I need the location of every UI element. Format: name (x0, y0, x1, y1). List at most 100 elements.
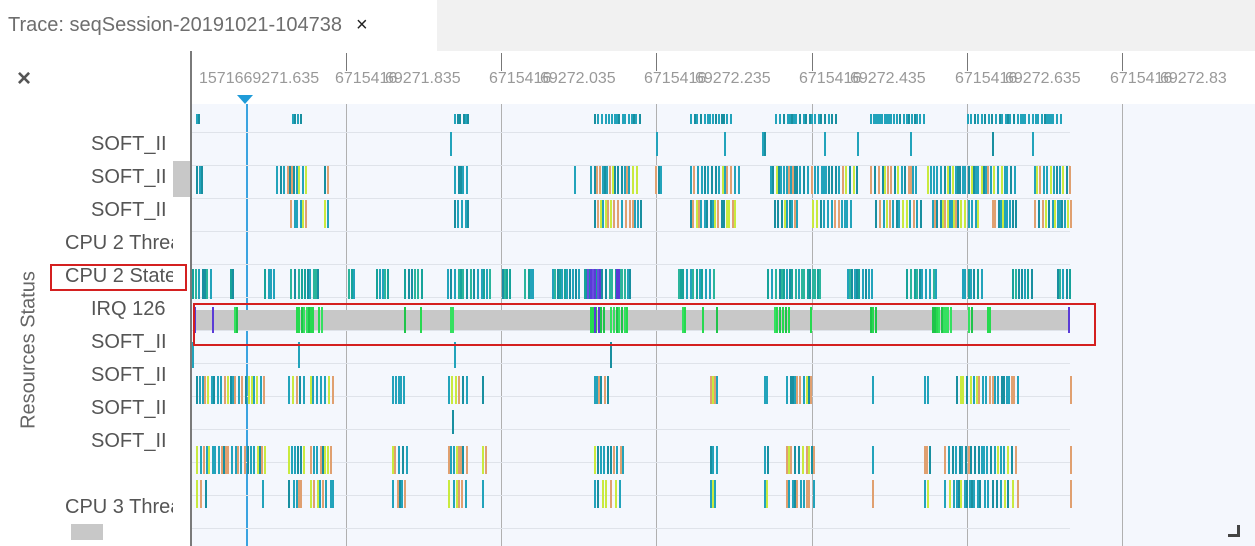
state-event[interactable] (968, 166, 970, 194)
state-event[interactable] (320, 376, 322, 404)
state-event[interactable] (791, 114, 793, 124)
state-event[interactable] (1057, 200, 1059, 228)
state-event[interactable] (221, 446, 223, 474)
state-event[interactable] (621, 166, 623, 194)
state-event[interactable] (975, 166, 977, 194)
state-event[interactable] (1070, 200, 1072, 228)
state-event[interactable] (882, 166, 884, 194)
state-event[interactable] (298, 307, 300, 333)
state-event[interactable] (781, 269, 783, 299)
state-event[interactable] (956, 376, 958, 404)
state-event[interactable] (632, 166, 634, 194)
state-event[interactable] (247, 446, 249, 474)
state-event[interactable] (196, 114, 198, 124)
state-event[interactable] (206, 446, 208, 474)
state-event[interactable] (872, 446, 874, 474)
state-event[interactable] (1012, 480, 1014, 508)
state-event[interactable] (712, 114, 714, 124)
state-event[interactable] (814, 269, 816, 299)
state-event[interactable] (1050, 114, 1052, 124)
state-event[interactable] (710, 376, 712, 404)
state-event[interactable] (916, 114, 918, 124)
state-event[interactable] (232, 269, 234, 299)
state-event[interactable] (879, 114, 881, 124)
state-event[interactable] (318, 307, 320, 333)
state-event[interactable] (901, 166, 903, 194)
row-label[interactable]: SOFT_II (91, 133, 167, 155)
state-event[interactable] (196, 376, 198, 404)
state-event[interactable] (925, 269, 927, 299)
state-event[interactable] (467, 200, 469, 228)
state-event[interactable] (622, 114, 624, 124)
state-event[interactable] (208, 446, 210, 474)
state-event[interactable] (1015, 200, 1017, 228)
state-event[interactable] (710, 446, 712, 474)
state-event[interactable] (973, 166, 975, 194)
state-event[interactable] (709, 269, 711, 299)
state-event[interactable] (322, 446, 324, 474)
state-event[interactable] (456, 480, 458, 508)
state-event[interactable] (454, 114, 456, 124)
state-event[interactable] (1031, 269, 1033, 299)
state-event[interactable] (392, 480, 394, 508)
state-event[interactable] (776, 166, 778, 194)
state-event[interactable] (1028, 114, 1030, 124)
state-event[interactable] (989, 307, 991, 333)
state-event[interactable] (971, 480, 973, 508)
state-event[interactable] (506, 269, 508, 299)
state-event[interactable] (287, 166, 289, 194)
state-event[interactable] (823, 166, 825, 194)
state-event[interactable] (983, 166, 985, 194)
state-event[interactable] (1070, 480, 1072, 508)
state-event[interactable] (615, 480, 617, 508)
state-event[interactable] (794, 480, 796, 508)
state-event[interactable] (692, 200, 694, 228)
state-event[interactable] (612, 166, 614, 194)
state-event[interactable] (213, 376, 215, 404)
state-event[interactable] (382, 269, 384, 299)
state-event[interactable] (572, 269, 574, 299)
state-event[interactable] (392, 446, 394, 474)
state-event[interactable] (600, 307, 602, 333)
state-event[interactable] (454, 269, 456, 299)
state-event[interactable] (261, 446, 263, 474)
state-event[interactable] (1037, 114, 1039, 124)
state-event[interactable] (248, 376, 250, 404)
state-event[interactable] (384, 269, 386, 299)
state-event[interactable] (348, 269, 350, 299)
state-event[interactable] (799, 376, 801, 404)
state-event[interactable] (234, 376, 236, 404)
state-event[interactable] (974, 446, 976, 474)
state-event[interactable] (294, 114, 296, 124)
state-event[interactable] (851, 269, 853, 299)
state-event[interactable] (789, 200, 791, 228)
state-event[interactable] (224, 376, 226, 404)
state-event[interactable] (1056, 114, 1058, 124)
state-event[interactable] (808, 480, 810, 508)
state-event[interactable] (766, 480, 768, 508)
state-event[interactable] (313, 480, 315, 508)
state-event[interactable] (210, 269, 212, 299)
state-event[interactable] (290, 200, 292, 228)
state-event[interactable] (990, 446, 992, 474)
state-event[interactable] (632, 200, 634, 228)
state-event[interactable] (297, 446, 299, 474)
state-event[interactable] (195, 269, 197, 299)
state-event[interactable] (924, 480, 926, 508)
state-event[interactable] (808, 446, 810, 474)
state-event[interactable] (812, 200, 814, 228)
state-event[interactable] (799, 114, 801, 124)
state-event[interactable] (916, 269, 918, 299)
state-event[interactable] (929, 269, 931, 299)
state-event[interactable] (697, 166, 699, 194)
state-event[interactable] (705, 269, 707, 299)
state-event[interactable] (601, 114, 603, 124)
state-event[interactable] (1024, 269, 1026, 299)
state-event[interactable] (856, 166, 858, 194)
state-event[interactable] (955, 446, 957, 474)
state-event[interactable] (622, 446, 624, 474)
state-event[interactable] (473, 269, 475, 299)
state-event[interactable] (296, 307, 298, 333)
state-event[interactable] (310, 446, 312, 474)
state-event[interactable] (244, 446, 246, 474)
